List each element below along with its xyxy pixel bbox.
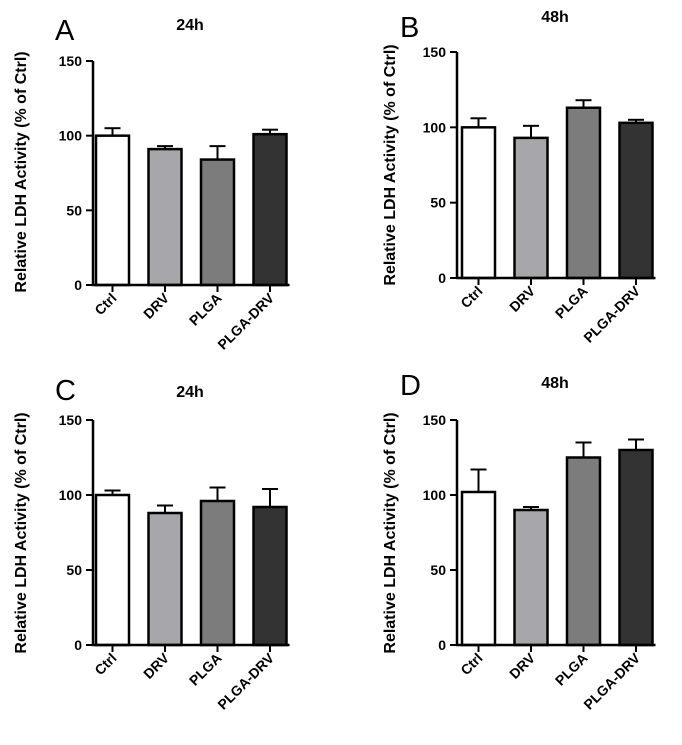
panel-a-y-tick-label-1: 50 [66,202,82,218]
panel-b-x-tick-label-0: Ctrl [457,283,485,311]
panel-b-y-axis-label: Relative LDH Activity (% of Ctrl) [382,44,399,285]
panel-b-letter: B [400,12,419,44]
panel-d-letter: D [400,370,421,402]
panel-d-y-tick-label-1: 50 [430,562,446,578]
panel-d-y-axis-label: Relative LDH Activity (% of Ctrl) [382,412,399,653]
panel-a-title: 24h [176,17,204,34]
panel-a-y-axis-label: Relative LDH Activity (% of Ctrl) [13,51,30,292]
panel-c-x-tick-label-2: PLGA [186,650,225,689]
panel-c-y-tick-label-1: 50 [66,562,82,578]
panel-c-bar-3 [252,505,288,647]
panel-b-x-tick-label-2: PLGA [552,283,591,322]
panel-b-bar-0 [460,126,497,280]
panel-a-x-tick-label-0: Ctrl [91,290,119,318]
panel-a-y-tick-label-3: 150 [59,53,83,69]
panel-b-y-tick-label-0: 0 [438,270,446,286]
panel-d: D 48h Relative LDH Activity (% of Ctrl) … [382,370,656,713]
panel-a-bar-0 [94,134,131,287]
panel-c-bar-1 [147,511,183,647]
panel-c-y-tick-label-0: 0 [74,637,82,653]
panel-c: C 24h Relative LDH Activity (% of Ctrl) … [13,375,290,713]
panel-d-x-tick-label-1: DRV [506,649,539,682]
panel-b-x-tick-label-3: PLGA-DRV [580,282,643,345]
panel-d-title: 48h [541,375,569,392]
panel-d-bar-3 [618,448,654,647]
panel-a-x-tick-label-3: PLGA-DRV [214,289,277,352]
panel-b: B 48h Relative LDH Activity (% of Ctrl) … [382,9,656,346]
panel-d-y-tick-label-2: 100 [423,487,447,503]
panel-c-bar-0 [94,493,131,647]
panel-a-y-tick-label-0: 0 [74,277,82,293]
panel-b-y-tick-label-2: 100 [423,119,447,135]
panel-c-bar-2 [199,499,236,647]
panel-c-title: 24h [176,384,204,401]
panel-d-bar-1 [513,508,549,647]
panel-b-y-tick-label-1: 50 [430,195,446,211]
panel-d-x-tick-label-2: PLGA [552,650,591,689]
panel-a-bar-2 [199,158,236,287]
panel-c-x-tick-label-1: DRV [140,649,173,682]
panel-c-y-tick-label-3: 150 [59,412,83,428]
panel-d-y-tick-label-0: 0 [438,637,446,653]
panel-b-bar-2 [565,106,602,280]
panel-c-x-tick-label-3: PLGA-DRV [214,649,277,712]
panel-d-bar-2 [565,456,602,647]
panel-c-letter: C [55,375,76,407]
panel-b-bar-3 [618,121,654,280]
panel-d-bar-0 [460,490,497,647]
panel-d-x-tick-label-0: Ctrl [457,650,485,678]
panel-c-y-tick-label-2: 100 [59,487,83,503]
panel-a: A 24h Relative LDH Activity (% of Ctrl) … [13,15,290,353]
panel-a-letter: A [55,15,75,47]
panel-d-x-tick-label-3: PLGA-DRV [580,649,643,712]
panel-a-x-tick-label-2: PLGA [186,290,225,329]
panel-d-y-tick-label-3: 150 [423,412,447,428]
panel-a-y-tick-label-2: 100 [59,128,83,144]
panel-a-bar-3 [252,132,288,287]
panel-b-bar-1 [513,136,549,280]
panel-c-x-tick-label-0: Ctrl [91,650,119,678]
panel-a-bar-1 [147,147,183,287]
panel-a-x-tick-label-1: DRV [140,289,173,322]
panel-b-title: 48h [541,9,569,26]
panel-b-y-tick-label-3: 150 [423,44,447,60]
panel-b-x-tick-label-1: DRV [506,282,539,315]
panel-c-y-axis-label: Relative LDH Activity (% of Ctrl) [13,412,30,653]
